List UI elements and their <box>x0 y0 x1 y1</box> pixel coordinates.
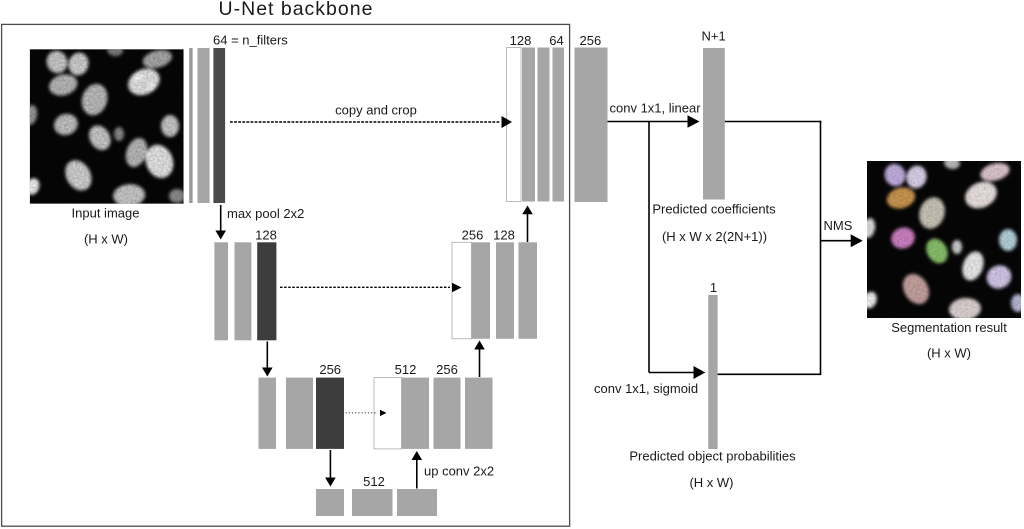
svg-text:N+1: N+1 <box>701 29 725 44</box>
svg-text:NMS: NMS <box>824 218 853 233</box>
svg-text:512: 512 <box>395 362 417 377</box>
svg-text:Input image: Input image <box>72 206 140 221</box>
svg-text:512: 512 <box>363 474 385 489</box>
svg-text:256: 256 <box>436 362 458 377</box>
svg-text:128: 128 <box>510 33 532 48</box>
svg-text:256: 256 <box>462 228 484 243</box>
svg-text:(H x W): (H x W) <box>689 475 733 490</box>
svg-text:128: 128 <box>493 228 515 243</box>
svg-text:Predicted coefficients: Predicted coefficients <box>652 202 776 217</box>
svg-text:max pool 2x2: max pool 2x2 <box>227 206 304 221</box>
svg-text:128: 128 <box>255 228 277 243</box>
svg-text:64 = n_filters: 64 = n_filters <box>213 33 288 48</box>
svg-text:U-Net backbone: U-Net backbone <box>219 0 374 20</box>
svg-text:(H x W): (H x W) <box>84 232 128 247</box>
svg-text:conv 1x1, sigmoid: conv 1x1, sigmoid <box>594 381 698 396</box>
svg-text:copy and crop: copy and crop <box>335 103 417 118</box>
svg-text:up conv 2x2: up conv 2x2 <box>424 463 494 478</box>
svg-text:1: 1 <box>710 280 717 295</box>
svg-text:(H x W): (H x W) <box>927 346 971 361</box>
svg-text:256: 256 <box>319 362 341 377</box>
svg-text:(H x W x 2(2N+1)): (H x W x 2(2N+1)) <box>662 229 767 244</box>
svg-text:64: 64 <box>549 33 563 48</box>
svg-text:Predicted object probabilities: Predicted object probabilities <box>629 449 796 464</box>
svg-text:256: 256 <box>580 33 602 48</box>
svg-text:Segmentation result: Segmentation result <box>891 320 1007 335</box>
svg-text:conv 1x1, linear: conv 1x1, linear <box>610 101 702 116</box>
